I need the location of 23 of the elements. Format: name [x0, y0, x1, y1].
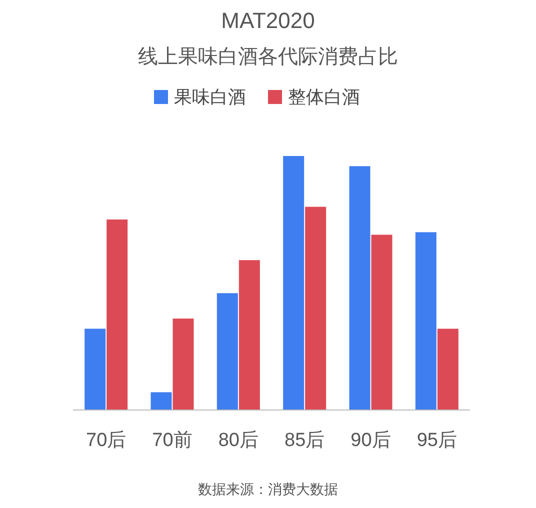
x-tick-label: 80后 [218, 430, 258, 451]
legend-label: 整体白酒 [288, 87, 360, 107]
bar [172, 318, 194, 410]
chart-subtitle: 线上果味白酒各代际消费占比 [138, 46, 398, 68]
legend-label: 果味白酒 [174, 87, 246, 107]
x-tick-label: 70后 [86, 430, 126, 451]
bar [238, 260, 260, 410]
x-tick-label: 90后 [350, 430, 391, 451]
bar [415, 232, 436, 410]
bar [283, 156, 304, 410]
bar [349, 166, 370, 410]
bar [437, 328, 458, 410]
bar [305, 206, 326, 410]
x-tick-label: 70前 [152, 430, 192, 451]
bar [216, 293, 238, 410]
bar [106, 220, 128, 410]
x-tick-label: 85后 [284, 430, 325, 451]
chart-title: MAT2020 [221, 8, 315, 33]
x-tick-label: 95后 [416, 430, 457, 451]
bar [84, 328, 106, 410]
bar [150, 392, 172, 410]
source-note: 数据来源：消费大数据 [198, 481, 338, 497]
bar [371, 234, 392, 410]
